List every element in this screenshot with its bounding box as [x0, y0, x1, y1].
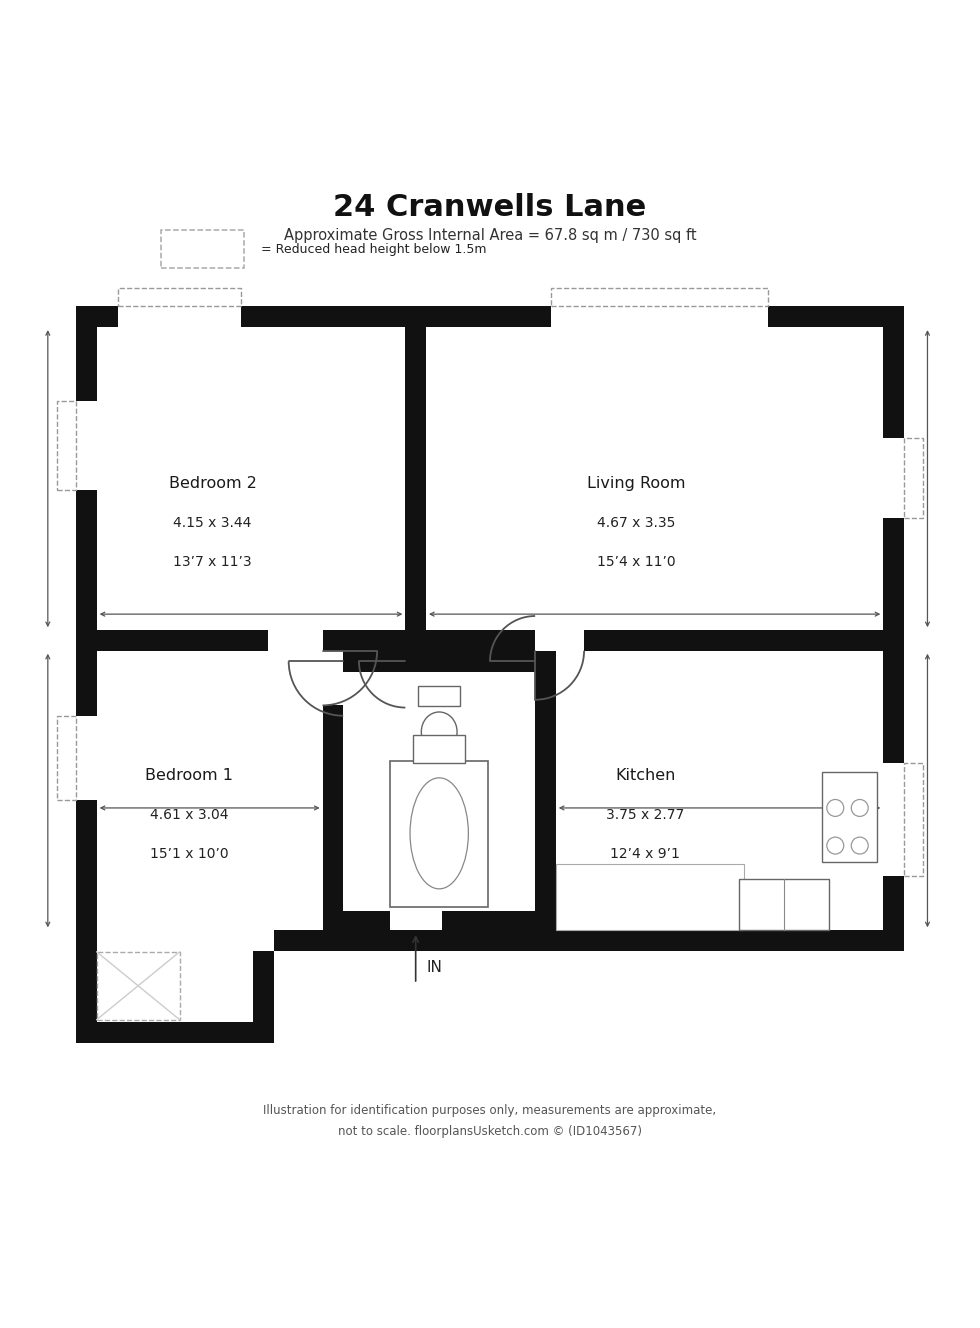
Bar [97, 629, 268, 651]
Bar [551, 288, 767, 307]
Text: = Reduced head height below 1.5m: = Reduced head height below 1.5m [262, 243, 487, 255]
Text: IN: IN [427, 960, 443, 975]
Text: not to scale. floorplansUsketch.com © (ID1043567): not to scale. floorplansUsketch.com © (I… [338, 1125, 642, 1138]
Bar [76, 716, 97, 801]
Bar [253, 951, 273, 1042]
Bar [343, 911, 390, 932]
Bar [76, 307, 97, 951]
Text: Bedroom 1: Bedroom 1 [145, 768, 233, 782]
Text: Living Room: Living Room [587, 475, 685, 491]
Bar [76, 307, 904, 327]
Bar [97, 651, 322, 930]
Bar [97, 952, 179, 1020]
Bar [119, 307, 241, 327]
Bar [739, 879, 829, 930]
Bar [904, 438, 923, 518]
Bar [76, 401, 97, 490]
Bar [413, 734, 465, 762]
Text: Illustration for identification purposes only, measurements are approximate,: Illustration for identification purposes… [264, 1105, 716, 1117]
Text: 12’4 x 9’1: 12’4 x 9’1 [611, 847, 680, 861]
Text: 4.67 x 3.35: 4.67 x 3.35 [597, 515, 675, 530]
Text: 13’7 x 11’3: 13’7 x 11’3 [173, 555, 252, 570]
Text: 15’4 x 11’0: 15’4 x 11’0 [597, 555, 675, 570]
Bar [535, 651, 556, 930]
Text: Bedroom 2: Bedroom 2 [169, 475, 257, 491]
Bar [426, 629, 535, 651]
Text: 4.61 x 3.04: 4.61 x 3.04 [150, 807, 228, 822]
Bar [442, 911, 535, 932]
Bar [343, 930, 535, 932]
Bar [406, 640, 426, 661]
Bar [418, 685, 460, 706]
Bar [97, 327, 883, 629]
Bar [822, 772, 877, 862]
Text: Kitchen: Kitchen [615, 768, 675, 782]
Bar [343, 651, 535, 672]
Bar [883, 438, 904, 518]
Text: 15’1 x 10’0: 15’1 x 10’0 [150, 847, 228, 861]
Bar [904, 762, 923, 875]
Bar [57, 401, 76, 490]
Ellipse shape [421, 712, 457, 752]
Bar [418, 685, 460, 706]
Text: 3.75 x 2.77: 3.75 x 2.77 [606, 807, 684, 822]
Bar [322, 629, 406, 651]
Text: 4.15 x 3.44: 4.15 x 3.44 [173, 515, 252, 530]
Bar [556, 865, 744, 930]
Bar [76, 951, 97, 1042]
Bar [76, 1023, 273, 1042]
Bar [556, 651, 883, 930]
Bar [584, 629, 883, 651]
Text: 24 Cranwells Lane: 24 Cranwells Lane [333, 193, 647, 222]
Bar [343, 672, 535, 911]
Ellipse shape [410, 778, 468, 888]
Bar [406, 327, 426, 640]
Bar [322, 705, 343, 930]
Bar [97, 951, 253, 1023]
Bar [57, 716, 76, 801]
Bar [883, 307, 904, 951]
Bar [161, 230, 243, 268]
Bar [883, 762, 904, 875]
Bar [322, 705, 343, 930]
Bar [390, 761, 488, 907]
Text: Approximate Gross Internal Area = 67.8 sq m / 730 sq ft: Approximate Gross Internal Area = 67.8 s… [283, 228, 697, 243]
Bar [119, 288, 241, 307]
Bar [551, 307, 767, 327]
Bar [273, 930, 904, 951]
